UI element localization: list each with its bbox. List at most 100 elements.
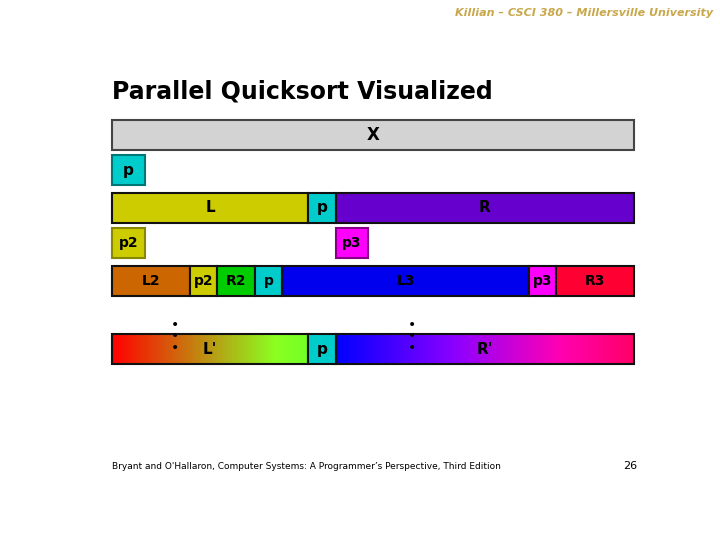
Bar (240, 334, 242, 364)
Bar (268, 334, 269, 364)
Bar (485, 334, 486, 364)
Bar (631, 334, 632, 364)
Bar (479, 334, 480, 364)
Text: Parallel Quicksort Visualized: Parallel Quicksort Visualized (112, 80, 493, 104)
Bar (469, 334, 470, 364)
Bar (276, 334, 278, 364)
Bar (271, 334, 272, 364)
Bar (336, 228, 368, 258)
Bar (112, 120, 634, 150)
Bar (297, 334, 298, 364)
Bar (351, 334, 352, 364)
Bar (159, 334, 161, 364)
Bar (303, 334, 305, 364)
Bar (288, 334, 289, 364)
Bar (626, 334, 627, 364)
Bar (282, 334, 284, 364)
Bar (168, 334, 169, 364)
Bar (337, 334, 338, 364)
Bar (170, 334, 171, 364)
Bar (308, 193, 336, 223)
Bar (555, 334, 557, 364)
Bar (153, 334, 154, 364)
Bar (608, 334, 609, 364)
Bar (176, 334, 177, 364)
Bar (217, 334, 218, 364)
Bar (565, 334, 567, 364)
Bar (164, 334, 165, 364)
Bar (465, 334, 467, 364)
Bar (437, 334, 438, 364)
Bar (225, 334, 226, 364)
Bar (364, 334, 365, 364)
Bar (228, 334, 229, 364)
Bar (374, 334, 376, 364)
Bar (239, 334, 240, 364)
Bar (289, 334, 291, 364)
Bar (627, 334, 629, 364)
Bar (138, 334, 140, 364)
Text: L': L' (203, 342, 217, 357)
Bar (208, 334, 209, 364)
Bar (367, 334, 369, 364)
Bar (184, 334, 185, 364)
Bar (560, 334, 562, 364)
Bar (207, 334, 209, 364)
Bar (544, 334, 545, 364)
Bar (211, 334, 212, 364)
Bar (304, 334, 305, 364)
Bar (251, 334, 252, 364)
Bar (120, 334, 121, 364)
Bar (336, 334, 337, 364)
Bar (513, 334, 514, 364)
Bar (614, 334, 616, 364)
Bar (136, 334, 137, 364)
Bar (420, 334, 421, 364)
Text: p: p (316, 200, 327, 215)
Bar (601, 334, 603, 364)
Bar (390, 334, 392, 364)
Bar (112, 228, 145, 258)
Text: p3: p3 (533, 274, 552, 288)
Bar (632, 334, 634, 364)
Bar (262, 334, 264, 364)
Bar (353, 334, 354, 364)
Text: 26: 26 (623, 462, 637, 471)
Bar (518, 334, 520, 364)
Bar (625, 334, 626, 364)
Bar (224, 334, 225, 364)
Bar (478, 334, 479, 364)
Bar (464, 334, 465, 364)
Bar (369, 334, 370, 364)
Bar (248, 334, 250, 364)
Bar (518, 334, 519, 364)
Bar (431, 334, 433, 364)
Bar (336, 193, 634, 223)
Bar (290, 334, 292, 364)
Bar (155, 334, 156, 364)
Bar (354, 334, 355, 364)
Bar (230, 334, 231, 364)
Bar (276, 334, 277, 364)
Bar (267, 334, 268, 364)
Bar (372, 334, 373, 364)
Bar (536, 334, 538, 364)
Bar (112, 334, 308, 364)
Bar (411, 334, 413, 364)
Bar (483, 334, 484, 364)
Bar (123, 334, 125, 364)
Bar (190, 334, 191, 364)
Bar (279, 334, 280, 364)
Bar (128, 334, 129, 364)
Bar (633, 334, 634, 364)
Bar (212, 334, 214, 364)
Bar (134, 334, 135, 364)
Bar (269, 334, 271, 364)
Bar (149, 334, 150, 364)
Bar (356, 334, 357, 364)
Bar (531, 334, 533, 364)
Text: p2: p2 (119, 236, 138, 250)
Bar (441, 334, 442, 364)
Bar (346, 334, 347, 364)
Bar (296, 334, 297, 364)
